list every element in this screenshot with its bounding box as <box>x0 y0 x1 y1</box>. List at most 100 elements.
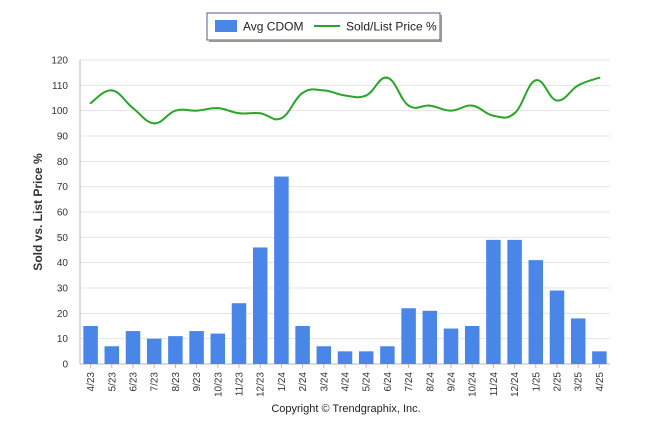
legend-shadow-side <box>440 15 442 42</box>
line-sold-list-price <box>90 76 600 125</box>
bar-avg-cdom-2-24 <box>295 326 310 364</box>
legend-label-avg-cdom: Avg CDOM <box>243 20 303 34</box>
x-tick-label: 3/25 <box>574 372 585 392</box>
point-sold-list-6-23 <box>132 107 134 110</box>
x-tick-labels: 4/23 5/23 6/23 7/23 8/23 9/23 10/23 11/23 12/23 1… <box>86 372 606 397</box>
x-tick-label: 8/23 <box>171 372 182 392</box>
bar-avg-cdom-3-24 <box>316 346 332 364</box>
y-tick-label: 40 <box>57 258 69 269</box>
bar-avg-cdom-12-24 <box>507 239 522 364</box>
point-sold-list-11-24 <box>492 114 495 117</box>
point-sold-list-4-23 <box>89 102 92 105</box>
x-tick-label: 5/23 <box>107 372 118 392</box>
y-tick-label: 20 <box>57 309 69 320</box>
point-sold-list-2-25 <box>556 99 558 102</box>
point-sold-list-8-24 <box>428 104 431 107</box>
bar-avg-cdom-7-24 <box>401 308 416 364</box>
point-sold-list-9-24 <box>450 109 452 112</box>
y-tick-label: 50 <box>57 233 69 244</box>
y-tick-label: 80 <box>57 157 69 168</box>
bar-avg-cdom-6-23 <box>125 331 141 364</box>
point-sold-list-4-24 <box>344 94 346 97</box>
x-tick-label: 11/23 <box>235 372 246 397</box>
line-series <box>89 76 601 125</box>
legend: Avg CDOM Sold/List Price % <box>206 12 442 42</box>
x-tick-label: 1/24 <box>277 372 288 392</box>
bar-avg-cdom-11-24 <box>486 239 501 364</box>
y-tick-label: 60 <box>57 208 69 219</box>
y-tick-label: 120 <box>51 56 68 67</box>
x-tick-label: 12/23 <box>256 372 267 397</box>
point-sold-list-7-24 <box>407 104 410 107</box>
x-tick-label: 6/24 <box>383 372 394 392</box>
y-tick-label: 110 <box>52 81 68 92</box>
bar-avg-cdom-3-25 <box>570 318 586 364</box>
y-tick-label: 70 <box>57 182 69 193</box>
point-sold-list-6-24 <box>386 76 389 79</box>
x-tick-label: 5/24 <box>362 372 373 392</box>
y-tick-label: 100 <box>51 106 68 117</box>
point-sold-list-12-23 <box>259 112 262 115</box>
y-tick-label: 0 <box>62 360 68 371</box>
y-axis-title: Sold vs. List Price % <box>31 153 45 271</box>
point-sold-list-12-24 <box>513 112 516 115</box>
y-tick-label: 10 <box>57 334 69 345</box>
legend-label-sold-list: Sold/List Price % <box>346 20 437 34</box>
x-tick-label: 2/25 <box>553 372 564 392</box>
bar-avg-cdom-1-24 <box>274 176 289 364</box>
x-tick-label: 8/24 <box>425 372 436 392</box>
point-sold-list-1-25 <box>534 79 537 82</box>
x-tick-label: 3/24 <box>319 372 330 392</box>
bar-avg-cdom-9-24 <box>443 328 459 364</box>
point-sold-list-10-23 <box>216 107 219 110</box>
x-tick-label: 4/23 <box>86 372 97 392</box>
x-tick-label: 9/23 <box>192 372 203 392</box>
point-sold-list-3-24 <box>322 89 325 92</box>
bar-avg-cdom-9-23 <box>189 331 204 364</box>
x-tick-label: 1/25 <box>531 372 542 392</box>
point-sold-list-10-24 <box>471 104 474 107</box>
y-tick-label: 90 <box>57 132 69 143</box>
point-sold-list-5-23 <box>110 89 113 92</box>
point-sold-list-5-24 <box>365 94 368 97</box>
bar-avg-cdom-5-24 <box>358 351 374 364</box>
bar-avg-cdom-4-25 <box>592 351 607 364</box>
bar-avg-cdom-10-23 <box>210 333 226 364</box>
point-sold-list-1-24 <box>280 117 283 120</box>
x-tick-label: 4/24 <box>341 372 352 392</box>
x-tick-label: 6/23 <box>129 372 140 392</box>
y-tick-label: 30 <box>57 284 69 295</box>
legend-swatch-avg-cdom <box>215 20 237 32</box>
legend-shadow <box>209 40 442 42</box>
copyright-text: Copyright © Trendgraphix, Inc. <box>271 403 420 415</box>
point-sold-list-3-25 <box>577 84 580 87</box>
x-tick-label: 9/24 <box>447 372 458 392</box>
x-tick-label: 11/24 <box>489 372 500 397</box>
bar-avg-cdom-12-23 <box>252 247 268 364</box>
bar-avg-cdom-11-23 <box>231 303 247 364</box>
y-tick-labels: 0 10 20 30 40 50 60 70 80 90 100 110 120 <box>51 56 68 371</box>
x-tick-label: 10/23 <box>213 372 224 397</box>
x-tick-label: 10/24 <box>468 372 479 397</box>
bar-avg-cdom-8-24 <box>422 310 438 364</box>
x-tick-label: 12/24 <box>510 372 521 397</box>
point-sold-list-4-25 <box>598 76 601 79</box>
point-sold-list-2-24 <box>301 91 304 94</box>
bar-avg-cdom-2-25 <box>549 290 565 364</box>
point-sold-list-9-23 <box>195 109 198 112</box>
bar-avg-cdom-1-25 <box>528 260 544 364</box>
bar-avg-cdom-6-24 <box>380 346 395 364</box>
x-tick-label: 7/24 <box>404 372 415 392</box>
point-sold-list-8-23 <box>174 109 177 112</box>
bar-series <box>83 176 607 364</box>
x-tick-label: 4/25 <box>595 372 606 392</box>
x-tick-label: 2/24 <box>298 372 309 392</box>
bar-avg-cdom-8-23 <box>168 336 183 364</box>
bar-avg-cdom-5-23 <box>104 346 120 364</box>
point-sold-list-7-23 <box>153 122 156 125</box>
x-tick-label: 7/23 <box>150 372 161 392</box>
bar-avg-cdom-4-24 <box>337 351 353 364</box>
bar-avg-cdom-10-24 <box>464 326 480 364</box>
